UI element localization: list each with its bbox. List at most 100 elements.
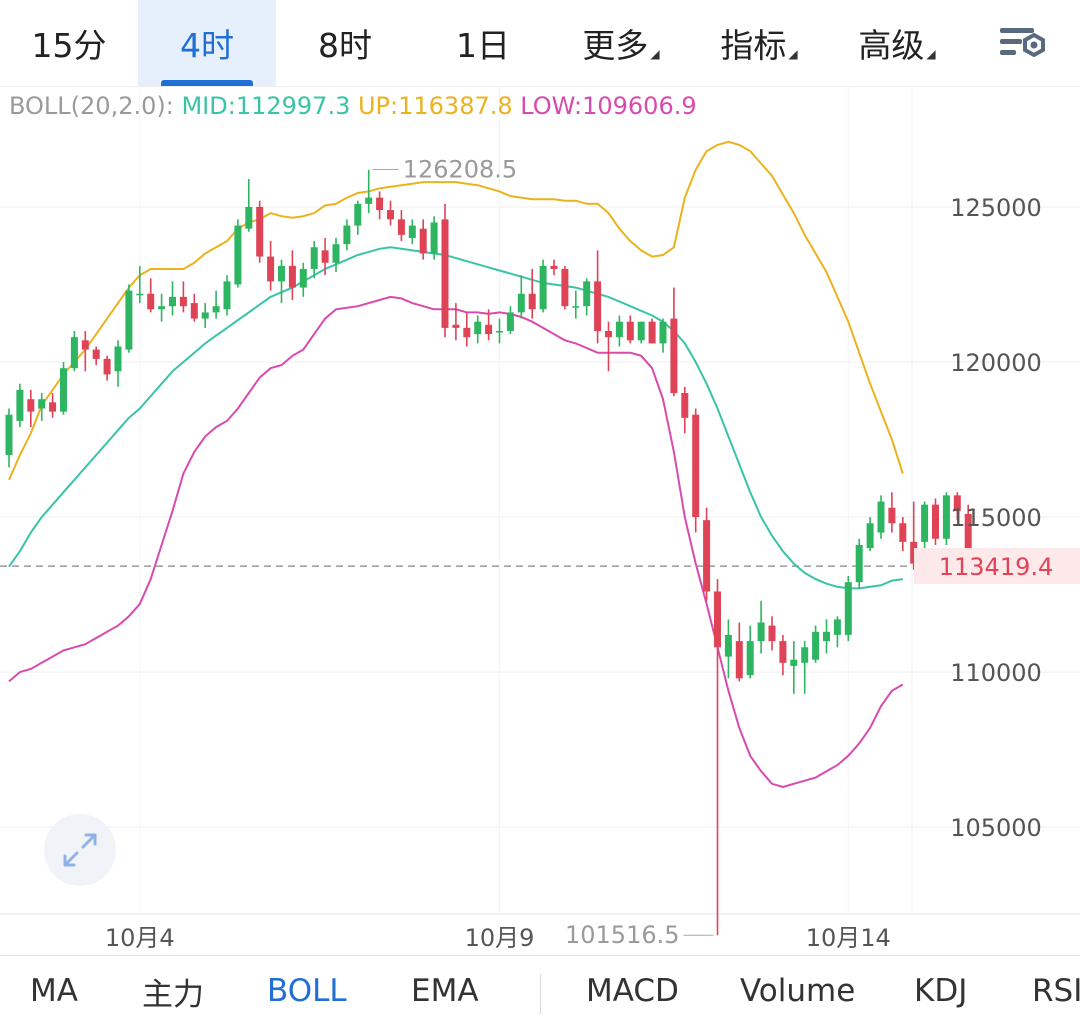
candle (212, 290, 220, 319)
candle (452, 303, 460, 341)
tab-rsi[interactable]: RSI (1032, 956, 1080, 1026)
candle (474, 315, 482, 344)
candle-body (234, 225, 242, 285)
candle (103, 355, 111, 381)
candle-body (932, 504, 939, 539)
tab-label: 更多 (582, 26, 649, 65)
candle (332, 237, 340, 273)
tab-indicators-dropdown[interactable]: 指标 ◢ (690, 0, 828, 86)
candle-body (724, 634, 732, 657)
candle (245, 179, 253, 232)
candle (496, 318, 503, 344)
candle-body (779, 641, 787, 663)
candle (365, 169, 373, 214)
candle (49, 393, 57, 418)
candle (910, 501, 918, 570)
tab-label: 8时 (318, 26, 372, 65)
candle-body (81, 340, 89, 350)
boll-up-value: 116387.8 (398, 92, 513, 120)
candle (899, 517, 907, 552)
candle (877, 495, 885, 539)
candle (692, 408, 700, 533)
candle-body (332, 244, 340, 263)
tab-main-force[interactable]: 主力 (142, 956, 204, 1026)
candle (648, 318, 656, 344)
candle (561, 265, 569, 310)
candle-body (539, 265, 547, 310)
tab-ma[interactable]: MA (30, 956, 78, 1026)
candle-body (615, 321, 623, 338)
candle-body (147, 293, 155, 310)
boll-mid-label: MID: (181, 92, 236, 120)
tab-8h[interactable]: 8时 (276, 0, 414, 86)
candle-body (256, 206, 264, 257)
candle-body (452, 324, 460, 328)
tab-advanced-dropdown[interactable]: 高级 ◢ (828, 0, 966, 86)
tab-boll[interactable]: BOLL (267, 956, 347, 1026)
tab-macd[interactable]: MACD (586, 956, 679, 1026)
candle (299, 262, 307, 297)
candle-body (158, 306, 166, 310)
candle-body (299, 268, 307, 288)
fullscreen-button[interactable] (44, 814, 116, 886)
tab-4h[interactable]: 4时 (138, 0, 276, 86)
candle (81, 330, 89, 372)
boll-mid-value: 112997.3 (235, 92, 351, 120)
candle (190, 293, 198, 322)
candle (463, 312, 471, 347)
tab-1d[interactable]: 1日 (414, 0, 552, 86)
boll-up-label: UP: (357, 92, 399, 120)
chart-settings-button[interactable] (990, 12, 1054, 72)
axis-labels: 125000 120000 115000 110000 105000 10月4 10月9 10… (105, 155, 1080, 952)
tab-more-dropdown[interactable]: 更多 ◢ (552, 0, 690, 86)
candle (703, 507, 711, 601)
tab-ema[interactable]: EMA (411, 956, 479, 1026)
boll-indicator-legend: BOLL(20,2.0): MID:112997.3 UP:116387.8 L… (9, 92, 697, 120)
boll-name: BOLL(20,2.0): (9, 92, 174, 120)
candle-body (463, 327, 471, 338)
candle (441, 203, 449, 338)
candle-body (735, 641, 743, 679)
candle-body (92, 349, 100, 359)
indicator-tabs: MA 主力 BOLL EMA MACD Volume KDJ RSI (0, 955, 1080, 1026)
candle (278, 259, 285, 304)
candlestick-chart[interactable]: 125000 120000 115000 110000 105000 10月4 10月9 10… (0, 86, 1080, 954)
tab-kdj[interactable]: KDJ (914, 956, 967, 1026)
candle-body (953, 495, 961, 511)
candle (670, 287, 678, 397)
candle-body (169, 296, 176, 307)
candle (485, 309, 493, 341)
candle (376, 191, 384, 220)
dropdown-caret-icon: ◢ (650, 47, 660, 61)
candle (855, 538, 863, 589)
candle (779, 634, 787, 676)
tab-label: EMA (411, 973, 479, 1009)
candle (256, 200, 264, 263)
x-tick-label: 10月14 (806, 924, 891, 952)
candle-body (681, 393, 689, 418)
candle (60, 362, 67, 415)
candle-body (594, 281, 602, 331)
candle (605, 321, 612, 372)
boll-low-value: 109606.9 (582, 92, 697, 120)
candle (267, 241, 275, 291)
candle (833, 616, 841, 648)
candle (310, 241, 318, 279)
candle (321, 237, 329, 276)
candle-body (419, 228, 427, 254)
candle-body (201, 312, 209, 319)
candle (343, 219, 351, 251)
tab-volume[interactable]: Volume (740, 956, 855, 1026)
candle (659, 318, 667, 353)
candle (757, 600, 765, 654)
candle-body (321, 250, 329, 263)
candle (550, 259, 558, 276)
candle-body (899, 523, 907, 542)
candle-body (387, 210, 394, 220)
candle (790, 641, 798, 694)
tab-15m[interactable]: 15分 (0, 0, 138, 86)
candle (169, 281, 176, 316)
candle-body (474, 321, 482, 335)
candle-body (790, 659, 798, 666)
candle-body (245, 206, 253, 229)
